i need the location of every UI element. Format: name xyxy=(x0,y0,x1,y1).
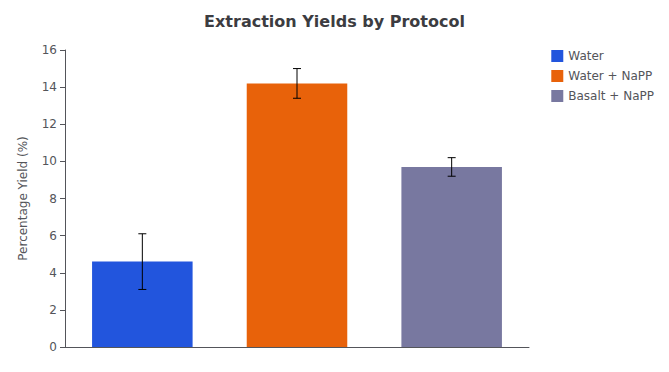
svg-text:10: 10 xyxy=(42,154,57,168)
svg-text:6: 6 xyxy=(49,229,57,243)
svg-text:2: 2 xyxy=(49,303,57,317)
svg-text:Basalt + NaPP: Basalt + NaPP xyxy=(568,89,654,103)
svg-text:Water + NaPP: Water + NaPP xyxy=(568,69,652,83)
svg-text:4: 4 xyxy=(49,266,57,280)
svg-text:Percentage Yield (%): Percentage Yield (%) xyxy=(16,136,30,260)
svg-text:12: 12 xyxy=(42,117,57,131)
svg-text:14: 14 xyxy=(42,80,57,94)
svg-text:Extraction Yields by Protocol: Extraction Yields by Protocol xyxy=(204,12,465,31)
svg-text:16: 16 xyxy=(42,43,57,57)
svg-text:Water: Water xyxy=(568,49,604,63)
svg-text:0: 0 xyxy=(49,340,57,354)
svg-text:8: 8 xyxy=(49,192,57,206)
